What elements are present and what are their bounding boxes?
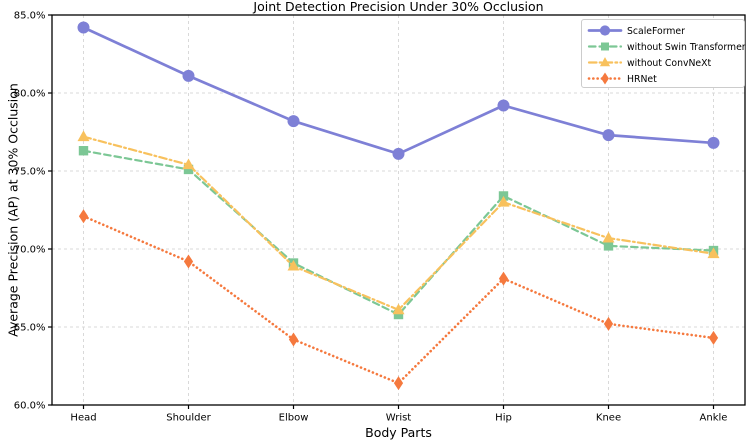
x-tick-labels: Head Shoulder Elbow Wrist Hip Knee Ankle xyxy=(70,413,727,424)
legend: ScaleFormer without Swin Transformer witho… xyxy=(581,19,746,88)
legend-label: HRNet xyxy=(627,74,657,85)
triangle-marker xyxy=(182,158,195,170)
legend-box xyxy=(581,19,745,88)
x-tick-label-wrist: Wrist xyxy=(386,413,412,424)
circle-marker xyxy=(599,25,611,36)
legend-entry-hrnet: HRNet xyxy=(587,72,657,85)
legend-entry-without-swin-transformer: without Swin Transformer xyxy=(587,42,746,53)
diamond-marker xyxy=(708,330,719,345)
legend-label: without ConvNeXt xyxy=(627,58,712,69)
triangle-marker xyxy=(287,259,300,271)
y-tick-labels: 60.0% 65.0% 70.0% 75.0% 80.0% 85.0% xyxy=(14,11,46,412)
circle-marker xyxy=(287,115,300,128)
series-hrnet xyxy=(78,209,719,391)
diamond-marker xyxy=(601,72,609,85)
diamond-marker xyxy=(498,271,509,286)
y-tick-label: 75.0% xyxy=(14,167,46,178)
square-marker xyxy=(601,42,609,51)
triangle-marker xyxy=(599,57,611,67)
y-tick-label: 60.0% xyxy=(14,401,46,412)
x-tick-label-hip: Hip xyxy=(495,413,512,424)
triangle-marker xyxy=(602,231,615,243)
y-tick-label: 70.0% xyxy=(14,245,46,256)
triangle-marker xyxy=(392,303,405,315)
square-marker xyxy=(78,146,89,156)
triangle-marker xyxy=(707,247,720,259)
square-marker xyxy=(183,164,194,175)
triangle-marker xyxy=(497,195,510,207)
legend-entry-scaleformer: ScaleFormer xyxy=(587,25,685,37)
series-scaleformer xyxy=(77,21,720,160)
x-tick-label-knee: Knee xyxy=(596,413,621,424)
diamond-marker xyxy=(393,376,404,391)
circle-marker xyxy=(707,136,720,149)
circle-marker xyxy=(77,21,90,34)
series-without-convnext xyxy=(77,130,720,315)
chart-title: Joint Detection Precision Under 30% Occl… xyxy=(253,0,544,14)
circle-marker xyxy=(497,99,510,112)
x-tick-label-head: Head xyxy=(70,413,96,424)
x-tick-label-ankle: Ankle xyxy=(700,413,728,424)
circle-marker xyxy=(602,129,615,142)
axis-ticks xyxy=(48,14,715,409)
circle-marker xyxy=(182,69,195,82)
legend-label: without Swin Transformer xyxy=(627,42,746,53)
y-tick-label: 65.0% xyxy=(14,323,46,334)
x-tick-label-elbow: Elbow xyxy=(279,413,309,424)
legend-label: ScaleFormer xyxy=(627,26,685,37)
y-tick-label: 85.0% xyxy=(14,11,46,22)
square-marker xyxy=(603,241,614,251)
x-axis-label: Body Parts xyxy=(365,425,432,440)
series-line xyxy=(82,135,715,312)
y-axis-label: Average Precision (AP) at 30% Occlusion xyxy=(5,83,21,337)
x-tick-label-shoulder: Shoulder xyxy=(166,413,211,424)
diamond-marker xyxy=(288,332,299,347)
diamond-marker xyxy=(78,209,89,224)
circle-marker xyxy=(392,147,405,160)
square-marker xyxy=(393,309,404,320)
y-tick-label: 80.0% xyxy=(14,89,46,100)
diamond-marker xyxy=(603,316,614,331)
diamond-marker xyxy=(183,254,194,269)
triangle-marker xyxy=(77,130,90,142)
legend-entry-without-convnext: without ConvNeXt xyxy=(587,57,712,69)
